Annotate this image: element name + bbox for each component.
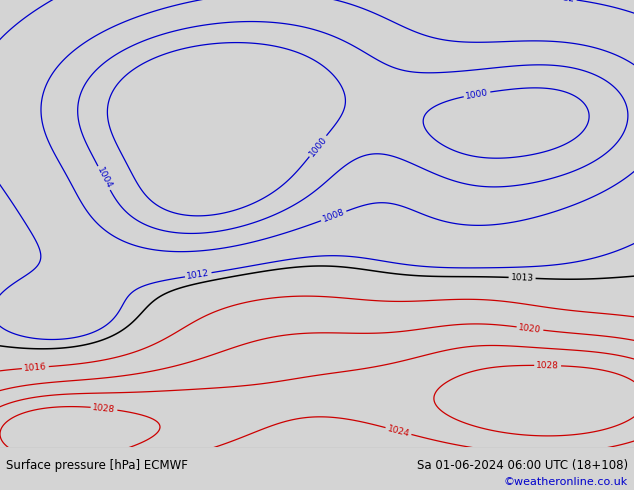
Text: 1004: 1004 [95, 166, 113, 190]
Text: ©weatheronline.co.uk: ©weatheronline.co.uk [503, 477, 628, 487]
Text: 1016: 1016 [416, 484, 440, 490]
Text: 1012: 1012 [186, 269, 210, 281]
Text: Sa 01-06-2024 06:00 UTC (18+108): Sa 01-06-2024 06:00 UTC (18+108) [417, 459, 628, 472]
Text: 1013: 1013 [510, 273, 534, 283]
Text: 1012: 1012 [552, 0, 575, 4]
Text: 1016: 1016 [23, 362, 47, 373]
Text: 1028: 1028 [536, 361, 559, 370]
Text: 1000: 1000 [307, 134, 328, 158]
Text: 1024: 1024 [386, 424, 411, 438]
Text: 1008: 1008 [321, 208, 346, 224]
Text: 1020: 1020 [518, 323, 542, 334]
Text: 1028: 1028 [92, 403, 116, 414]
Text: 1000: 1000 [465, 88, 489, 100]
Text: Surface pressure [hPa] ECMWF: Surface pressure [hPa] ECMWF [6, 459, 188, 472]
